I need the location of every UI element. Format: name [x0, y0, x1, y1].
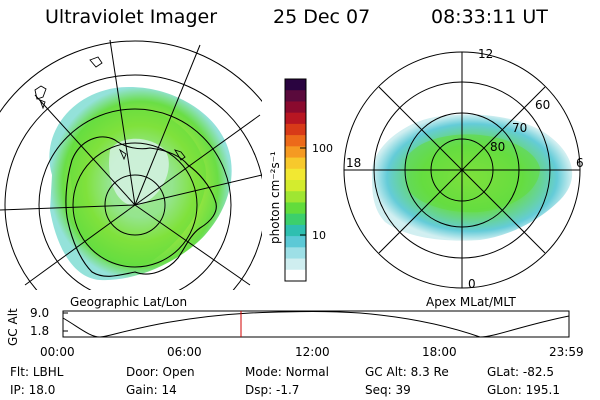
altitude-ylabel: GC Alt	[6, 308, 20, 346]
colorbar-segment	[285, 79, 306, 91]
altitude-ytick-bottom: 1.8	[30, 324, 50, 338]
status-dsp-value: -1.7	[275, 383, 300, 397]
antarctica-coastline	[65, 136, 217, 277]
status-glon-value: 195.1	[525, 383, 560, 397]
status-glat: GLat: -82.5	[487, 365, 554, 379]
magnetic-polar-plot	[343, 51, 581, 289]
status-dsp-label: Dsp:	[245, 383, 273, 397]
status-ip-label: IP:	[10, 383, 25, 397]
mlt-label-0: 0	[468, 277, 476, 291]
status-glat-label: GLat:	[487, 365, 520, 379]
mlt-label-18: 18	[346, 156, 362, 170]
mlat-label-80: 80	[490, 140, 506, 154]
colorbar-segment	[285, 123, 306, 136]
status-gc-alt-label: GC Alt:	[365, 365, 407, 379]
mlt-label-12: 12	[478, 47, 494, 61]
colorbar-segment	[285, 224, 306, 237]
status-glon-label: GLon:	[487, 383, 522, 397]
colorbar-segment	[285, 135, 306, 147]
status-gc-alt: GC Alt: 8.3 Re	[365, 365, 449, 379]
time-tick-1200: 12:00	[295, 345, 330, 359]
colorbar-segment	[285, 202, 306, 215]
colorbar-segment	[285, 157, 306, 170]
status-gc-alt-value: 8.3 Re	[410, 365, 449, 379]
status-filter-label: Flt:	[10, 365, 29, 379]
status-gain: Gain: 14	[126, 383, 177, 397]
status-door: Door: Open	[126, 365, 195, 379]
status-seq: Seq: 39	[365, 383, 411, 397]
observation-time: 08:33:11 UT	[431, 6, 548, 28]
altitude-strip-plot	[62, 310, 570, 338]
colorbar-segment	[285, 258, 306, 271]
colorbar-tick-100: 100	[312, 142, 333, 155]
geographic-map	[0, 39, 262, 290]
altitude-ytick-top: 9.0	[30, 306, 50, 320]
status-gain-value: 14	[161, 383, 177, 397]
mlat-label-70: 70	[512, 121, 528, 135]
time-tick-0600: 06:00	[167, 345, 202, 359]
status-seq-value: 39	[395, 383, 411, 397]
status-glat-value: -82.5	[522, 365, 554, 379]
colorbar-segment	[285, 146, 306, 159]
colorbar-segment	[285, 180, 306, 192]
colorbar-tick-10: 10	[312, 229, 326, 242]
status-glon: GLon: 195.1	[487, 383, 560, 397]
status-dsp: Dsp: -1.7	[245, 383, 299, 397]
status-mode-value: Normal	[285, 365, 329, 379]
mlat-label-60: 60	[535, 98, 551, 112]
colorbar-segment	[285, 247, 306, 260]
colorbar-segment	[285, 101, 306, 114]
colorbar	[284, 78, 307, 282]
status-filter-value: LBHL	[32, 365, 64, 379]
instrument-title: Ultraviolet Imager	[45, 6, 218, 28]
status-door-label: Door:	[126, 365, 159, 379]
status-mode: Mode: Normal	[245, 365, 329, 379]
left-panel-caption: Geographic Lat/Lon	[70, 295, 188, 309]
colorbar-segment	[285, 112, 306, 125]
altitude-curve	[62, 311, 570, 338]
status-seq-label: Seq:	[365, 383, 392, 397]
colorbar-segment	[285, 236, 306, 248]
mlt-label-6: 6	[576, 156, 584, 170]
time-tick-0000: 00:00	[40, 345, 75, 359]
status-door-value: Open	[162, 365, 195, 379]
status-filter: Flt: LBHL	[10, 365, 63, 379]
observation-date: 25 Dec 07	[273, 6, 371, 28]
colorbar-segment	[285, 191, 306, 204]
time-tick-2359: 23:59	[549, 345, 584, 359]
colorbar-segment	[285, 213, 306, 226]
status-ip: IP: 18.0	[10, 383, 55, 397]
colorbar-segment	[285, 269, 306, 282]
colorbar-segment	[285, 168, 306, 181]
status-gain-label: Gain:	[126, 383, 158, 397]
colorbar-segment	[285, 90, 306, 103]
status-ip-value: 18.0	[28, 383, 56, 397]
colorbar-unit-label: photon cm⁻²s⁻¹	[268, 151, 282, 244]
right-panel-caption: Apex MLat/MLT	[426, 295, 516, 309]
status-mode-label: Mode:	[245, 365, 282, 379]
time-tick-1800: 18:00	[422, 345, 457, 359]
